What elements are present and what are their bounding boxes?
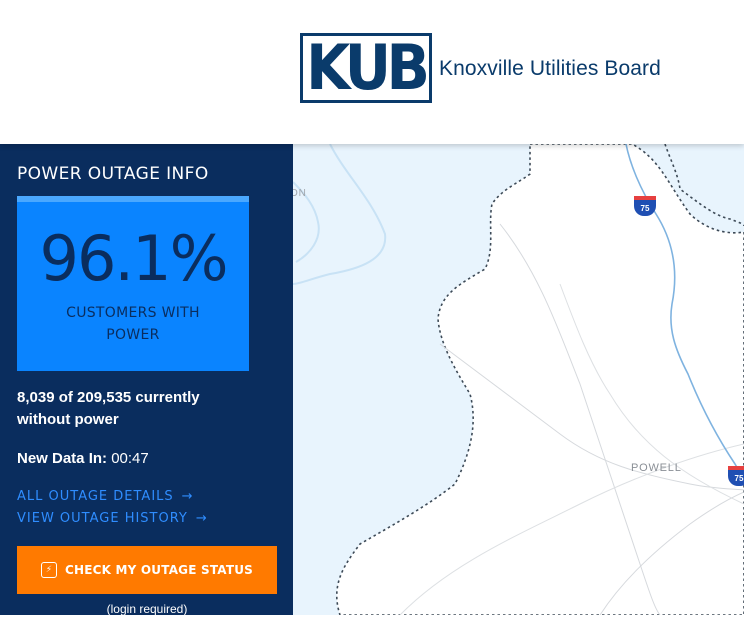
new-data-label: New Data In: [17, 450, 108, 467]
view-outage-history-link[interactable]: VIEW OUTAGE HISTORY → [17, 511, 208, 526]
map-place-label-powell: POWELL [631, 462, 682, 474]
arrow-right-icon: → [195, 511, 208, 526]
check-outage-status-label: CHECK MY OUTAGE STATUS [64, 563, 254, 577]
map-road-5 [599, 491, 744, 616]
map-service-area [336, 143, 744, 616]
login-required-note: (login required) [106, 602, 188, 616]
kub-logo-mark: KUB [300, 33, 432, 103]
power-percent: 96.1% [39, 222, 229, 295]
site-header: KUB Knoxville Utilities Board [0, 0, 744, 144]
all-outage-details-link[interactable]: ALL OUTAGE DETAILS → [17, 489, 194, 504]
map-road-1 [499, 223, 661, 616]
map-place-label-cut: ON [290, 188, 307, 199]
outage-info-panel: POWER OUTAGE INFO 96.1% CUSTOMERS WITH P… [0, 144, 293, 616]
map-coast-outline [664, 143, 744, 227]
view-outage-history-label: VIEW OUTAGE HISTORY [17, 511, 188, 526]
customers-without-power: 8,039 of 209,535 currently without power [17, 389, 200, 428]
kub-logo-text: KUB [306, 31, 430, 104]
kub-logo[interactable]: KUB Knoxville Utilities Board [300, 33, 690, 105]
map-river-left-2 [292, 181, 320, 263]
customers-with-power-stat: 96.1% CUSTOMERS WITH POWER [17, 196, 249, 371]
kub-logo-name: Knoxville Utilities Board [439, 57, 661, 80]
interstate-shield-icon: 75 [634, 196, 656, 216]
map-road-4 [399, 443, 744, 616]
map-road-3 [559, 283, 744, 505]
panel-title: POWER OUTAGE INFO [17, 164, 209, 184]
all-outage-details-label: ALL OUTAGE DETAILS [17, 489, 174, 504]
power-percent-caption: CUSTOMERS WITH POWER [66, 305, 200, 343]
check-outage-status-button[interactable]: ⚡ CHECK MY OUTAGE STATUS [17, 546, 277, 594]
lightning-bolt-icon: ⚡ [40, 562, 57, 578]
arrow-right-icon: → [181, 489, 194, 504]
new-data-timer: New Data In: 00:47 [17, 450, 149, 467]
map-river-left [292, 143, 387, 285]
new-data-value: 00:47 [111, 450, 149, 467]
interstate-shield-icon: 75 [728, 466, 744, 486]
